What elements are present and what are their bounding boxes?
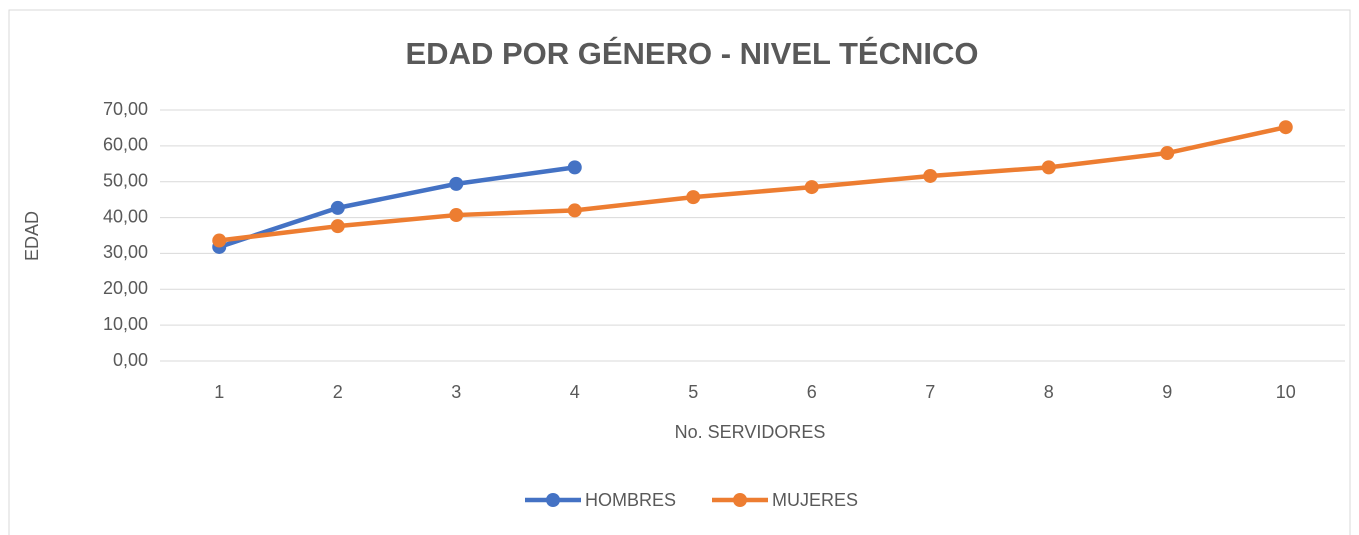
series-line bbox=[218, 125, 1287, 243]
x-tick-label: 3 bbox=[451, 382, 461, 402]
legend-label: HOMBRES bbox=[585, 490, 676, 510]
x-tick-label: 8 bbox=[1044, 382, 1054, 402]
y-axis-label: EDAD bbox=[22, 211, 42, 261]
data-point bbox=[1278, 120, 1293, 135]
data-point bbox=[1041, 160, 1056, 175]
y-tick-label: 70,00 bbox=[103, 99, 148, 119]
x-tick-label: 6 bbox=[807, 382, 817, 402]
data-point bbox=[804, 180, 819, 195]
x-axis-label: No. SERVIDORES bbox=[675, 422, 826, 442]
chart-border bbox=[8, 9, 1351, 535]
x-tick-label: 4 bbox=[570, 382, 580, 402]
series-line bbox=[218, 165, 576, 250]
x-tick-label: 9 bbox=[1162, 382, 1172, 402]
data-point bbox=[449, 176, 464, 191]
data-point bbox=[923, 168, 938, 183]
x-tick-label: 7 bbox=[925, 382, 935, 402]
x-tick-label: 5 bbox=[688, 382, 698, 402]
data-point bbox=[686, 190, 701, 205]
y-tick-label: 0,00 bbox=[113, 350, 148, 370]
data-point bbox=[212, 233, 227, 248]
legend-marker bbox=[546, 493, 560, 507]
y-tick-label: 40,00 bbox=[103, 206, 148, 226]
legend-marker bbox=[733, 493, 747, 507]
chart-title: EDAD POR GÉNERO - NIVEL TÉCNICO bbox=[406, 36, 979, 71]
y-tick-label: 10,00 bbox=[103, 314, 148, 334]
y-tick-label: 30,00 bbox=[103, 242, 148, 262]
y-tick-label: 60,00 bbox=[103, 135, 148, 155]
x-tick-label: 10 bbox=[1276, 382, 1296, 402]
data-point bbox=[449, 208, 464, 223]
data-point bbox=[330, 200, 345, 215]
y-tick-label: 20,00 bbox=[103, 278, 148, 298]
y-tick-label: 50,00 bbox=[103, 170, 148, 190]
data-point bbox=[330, 219, 345, 234]
x-tick-label: 2 bbox=[333, 382, 343, 402]
data-point bbox=[567, 160, 582, 175]
x-tick-label: 1 bbox=[214, 382, 224, 402]
data-point bbox=[1160, 146, 1175, 161]
legend-label: MUJERES bbox=[772, 490, 858, 510]
data-point bbox=[567, 203, 582, 218]
